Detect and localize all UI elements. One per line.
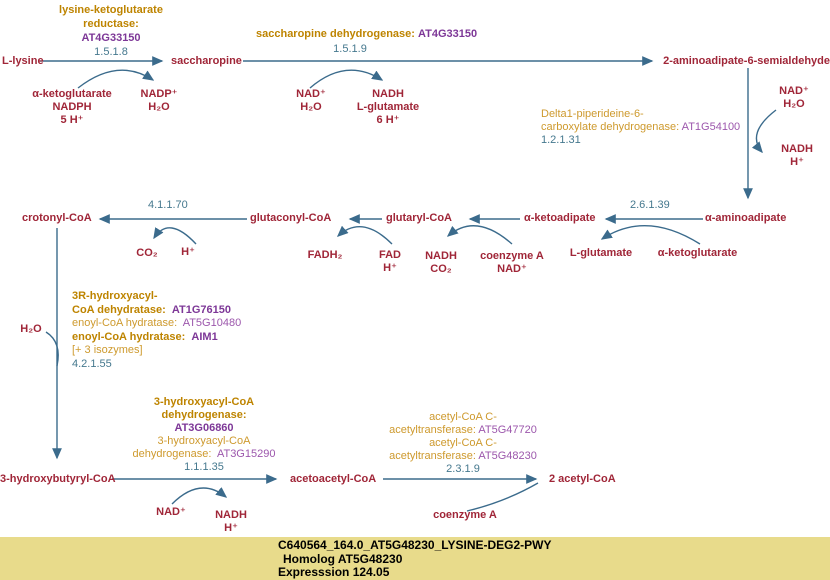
cofactor-rxn1-substrates[interactable]: α-ketoglutarate NADPH 5 H⁺ xyxy=(32,88,112,126)
enzyme-name-line2: carboxylate dehydrogenase: xyxy=(541,121,680,133)
ec-number: 1.1.1.35 xyxy=(184,461,224,473)
gene-at5g48230[interactable]: AT5G48230 xyxy=(478,450,537,462)
metabolite-acetoacetyl-coa[interactable]: acetoacetyl-CoA xyxy=(290,473,377,485)
enzyme-name-line4: dehydrogenase: xyxy=(132,448,212,460)
footer-homolog: Homolog AT5G48230 xyxy=(283,551,403,566)
enzyme-name-line1: acetyl-CoA C- xyxy=(429,411,497,423)
metabolite-crotonyl-coa[interactable]: crotonyl-CoA xyxy=(22,212,92,224)
metabolite-alpha-aminoadipate[interactable]: α-aminoadipate xyxy=(705,212,787,224)
cofactor-rxn7-l-glutamate[interactable]: L-glutamate xyxy=(569,247,633,259)
ec-number: 1.5.1.8 xyxy=(94,46,128,58)
gene-at4g33150[interactable]: AT4G33150 xyxy=(81,32,141,44)
footer-info-bar: C640564_164.0_AT5G48230_LYSINE-DEG2-PWY … xyxy=(0,537,830,580)
gene-at4g33150[interactable]: AT4G33150 xyxy=(418,28,478,40)
cofactor-curve-rxn4 xyxy=(153,227,197,245)
cofactor-curve-h2o xyxy=(45,331,59,367)
metabolite-l-lysine[interactable]: L-lysine xyxy=(2,55,44,67)
cofactor-rxn9-coenzyme-a[interactable]: coenzyme A xyxy=(433,509,497,521)
cofactor-curve-rxn3 xyxy=(751,109,777,154)
enzyme-name-line3: 3-hydroxyacyl-CoA xyxy=(157,435,251,447)
cofactor-rxn8-nad[interactable]: NAD⁺ xyxy=(156,506,186,518)
cofactor-rxn4-co2[interactable]: CO₂ xyxy=(136,247,158,259)
enzyme-label-hydratase-block: 3R-hydroxyacyl- CoA dehydratase: AT1G761… xyxy=(72,290,241,371)
footer-pathway-id: C640564_164.0_AT5G48230_LYSINE-DEG2-PWY xyxy=(278,538,552,552)
cofactor-curve-rxn6 xyxy=(446,225,513,245)
enzyme-name-line4: acetyltransferase: xyxy=(389,450,476,462)
enzyme-label-lysine-ketoglutarate-reductase: lysine-ketoglutarate reductase: AT4G3315… xyxy=(50,3,172,59)
metabolite-alpha-ketoadipate[interactable]: α-ketoadipate xyxy=(524,212,596,224)
gene-at1g76150[interactable]: AT1G76150 xyxy=(171,303,231,316)
enzyme-name-line2: CoA dehydratase: xyxy=(72,303,166,316)
cofactor-rxn8-nadh-h[interactable]: NADH H⁺ xyxy=(215,509,247,534)
metabolite-2-aminoadipate-6-semialdehyde[interactable]: 2-aminoadipate-6-semialdehyde xyxy=(663,55,830,67)
metabolite-2-acetyl-coa[interactable]: 2 acetyl-CoA xyxy=(549,473,616,485)
cofactor-curve-rxn5 xyxy=(336,225,393,245)
cofactor-rxn3-products[interactable]: NADH H⁺ xyxy=(781,143,813,168)
enzyme-label-hydroxyacyl-coa-dehydrogenase: 3-hydroxyacyl-CoA dehydrogenase: AT3G068… xyxy=(120,396,288,474)
cofactor-rxn7-ketoglutarate[interactable]: α-ketoglutarate xyxy=(657,247,738,259)
cofactor-curve-rxn7 xyxy=(600,224,701,245)
cofactor-rxn6-coa-nad[interactable]: coenzyme A NAD⁺ xyxy=(480,250,544,275)
cofactor-h2o[interactable]: H₂O xyxy=(20,323,42,335)
cofactor-curve-rxn9-coa xyxy=(466,482,539,512)
gene-at1g54100[interactable]: AT1G54100 xyxy=(681,121,741,133)
footer-text: C640564_164.0_AT5G48230_LYSINE-DEG2-PWY … xyxy=(278,538,552,580)
enzyme-name: lysine-ketoglutarate reductase: xyxy=(59,4,163,30)
cofactor-rxn2-products[interactable]: NADH L-glutamate 6 H⁺ xyxy=(356,88,420,126)
cofactor-curve-rxn1 xyxy=(77,69,155,89)
metabolite-3-hydroxybutyryl-coa[interactable]: 3-hydroxybutyryl-CoA xyxy=(0,473,116,485)
enzyme-name-line1: Delta1-piperideine-6- xyxy=(541,108,644,120)
enzyme-name: saccharopine dehydrogenase: xyxy=(256,28,415,40)
enzyme-name-line2: acetyltransferase: xyxy=(389,424,476,436)
enzyme-label-acetyl-coa-acetyltransferase: acetyl-CoA C- acetyltransferase: AT5G477… xyxy=(388,411,538,476)
enzyme-label-piperideine-carboxylate-dehydrogenase: Delta1-piperideine-6- carboxylate dehydr… xyxy=(541,108,740,147)
ec-number-4-1-1-70: 4.1.1.70 xyxy=(148,199,188,211)
gene-aim1[interactable]: AIM1 xyxy=(191,330,218,343)
gene-at3g15290[interactable]: AT3G15290 xyxy=(216,448,276,460)
metabolite-glutaryl-coa[interactable]: glutaryl-CoA xyxy=(386,212,452,224)
footer-expression: Expresssion 124.05 xyxy=(278,565,390,579)
cofactor-rxn4-h[interactable]: H⁺ xyxy=(181,246,195,258)
cofactor-rxn5-fadh2[interactable]: FADH₂ xyxy=(307,249,343,261)
cofactor-rxn5-fad-h[interactable]: FAD H⁺ xyxy=(379,249,401,274)
metabolite-saccharopine[interactable]: saccharopine xyxy=(171,55,242,67)
enzyme-label-saccharopine-dehydrogenase: saccharopine dehydrogenase: AT4G33150 xyxy=(256,28,477,41)
ec-number: 2.3.1.9 xyxy=(446,463,480,475)
ec-number-2-6-1-39: 2.6.1.39 xyxy=(630,199,670,211)
enzyme-name-line1: 3-hydroxyacyl-CoA xyxy=(153,396,255,408)
enzyme-name-line2: dehydrogenase: xyxy=(161,409,247,421)
gene-at3g06860[interactable]: AT3G06860 xyxy=(174,422,234,434)
ec-number: 1.2.1.31 xyxy=(541,134,581,146)
ec-number-1-5-1-9: 1.5.1.9 xyxy=(333,43,367,55)
ec-number: 4.2.1.55 xyxy=(72,357,112,370)
gene-at5g47720[interactable]: AT5G47720 xyxy=(478,424,537,436)
gene-at5g10480[interactable]: AT5G10480 xyxy=(182,317,242,329)
cofactor-rxn3-substrates[interactable]: NAD⁺ H₂O xyxy=(779,85,809,110)
enzyme-name-line3: enoyl-CoA hydratase: xyxy=(72,317,178,329)
cofactor-rxn6-nadh-co2[interactable]: NADH CO₂ xyxy=(425,250,457,275)
enzyme-name-line1: 3R-hydroxyacyl- xyxy=(72,290,158,302)
isozymes-note: [+ 3 isozymes] xyxy=(72,344,143,356)
cofactor-curve-rxn8 xyxy=(171,487,228,505)
enzyme-name-line4: enoyl-CoA hydratase: xyxy=(72,330,186,343)
cofactor-curve-rxn2 xyxy=(309,69,384,89)
metabolite-glutaconyl-coa[interactable]: glutaconyl-CoA xyxy=(250,212,332,224)
enzyme-name-line3: acetyl-CoA C- xyxy=(429,437,497,449)
cofactor-rxn1-products[interactable]: NADP⁺ H₂O xyxy=(140,88,178,113)
cofactor-rxn2-substrates[interactable]: NAD⁺ H₂O xyxy=(296,88,326,113)
